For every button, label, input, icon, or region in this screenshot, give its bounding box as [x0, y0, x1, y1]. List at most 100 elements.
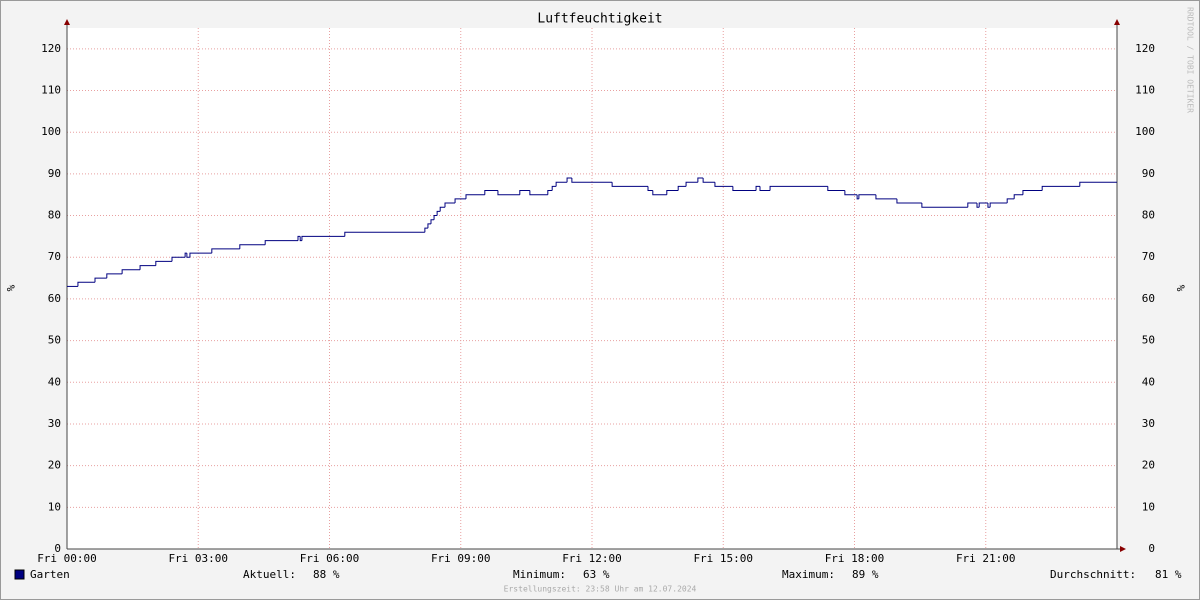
- line-step: [77, 281, 95, 287]
- line-step: [497, 190, 520, 196]
- y2-tick-label: 90: [1142, 167, 1155, 180]
- stat-label: Maximum:: [782, 568, 835, 581]
- y2-tick-label: 50: [1142, 334, 1155, 347]
- stat-value: 88 %: [313, 568, 340, 581]
- line-step: [976, 203, 980, 208]
- legend-swatch: [14, 569, 25, 580]
- line-step: [647, 186, 653, 192]
- line-step: [239, 244, 266, 249]
- x-tick-label: Fri 06:00: [300, 552, 360, 565]
- y2-tick-label: 0: [1148, 542, 1155, 555]
- line-step: [430, 219, 435, 224]
- y2-tick-label: 30: [1142, 417, 1155, 430]
- line-step: [921, 203, 968, 208]
- line-step: [436, 210, 441, 216]
- x-tick-label: Fri 03:00: [168, 552, 228, 565]
- line-step: [427, 223, 431, 229]
- y2-tick-label: 10: [1142, 500, 1155, 513]
- legend-label: Garten: [30, 568, 70, 581]
- line-step: [465, 194, 485, 199]
- x-tick-label: Fri 15:00: [693, 552, 753, 565]
- line-step: [844, 190, 858, 196]
- line-step: [989, 202, 1008, 208]
- line-step: [529, 190, 548, 196]
- line-step: [264, 240, 298, 245]
- x-tick-label: Fri 00:00: [37, 552, 97, 565]
- line-step: [755, 185, 760, 191]
- line-step: [184, 252, 187, 258]
- y-tick-label: 40: [48, 375, 61, 388]
- line-step: [1006, 198, 1015, 204]
- line-step: [189, 252, 212, 258]
- y-tick-label: 90: [48, 167, 61, 180]
- y-tick-label: 110: [41, 84, 61, 97]
- stat-label: Durchschnitt:: [1050, 568, 1136, 581]
- y-tick-label: 80: [48, 209, 61, 222]
- line-step: [1013, 194, 1023, 199]
- line-step: [171, 256, 186, 262]
- y-axis-label: %: [4, 285, 17, 292]
- line-step: [1041, 185, 1080, 191]
- line-step: [106, 273, 123, 279]
- line-step: [155, 260, 172, 266]
- line-step: [685, 181, 698, 187]
- watermark: RRDTOOL / TOBI OETIKER: [1186, 7, 1195, 113]
- line-step: [875, 194, 897, 200]
- y2-tick-label: 40: [1142, 375, 1155, 388]
- line-step: [484, 190, 498, 195]
- line-step: [571, 178, 613, 183]
- y-tick-label: 30: [48, 417, 61, 430]
- y-tick-label: 120: [41, 42, 61, 55]
- chart-title: Luftfeuchtigkeit: [537, 12, 662, 27]
- arrow: [1114, 19, 1120, 25]
- line-step: [211, 248, 240, 254]
- stat-value: 63 %: [583, 568, 610, 581]
- y2-tick-label: 100: [1135, 125, 1155, 138]
- line-step: [677, 185, 687, 191]
- line-step: [702, 178, 715, 183]
- y-tick-label: 0: [54, 542, 61, 555]
- line-step: [551, 185, 557, 191]
- y-tick-label: 60: [48, 292, 61, 305]
- stat-label: Minimum:: [513, 568, 566, 581]
- line-step: [652, 190, 667, 196]
- line-step: [978, 202, 988, 208]
- stat-value: 81 %: [1155, 568, 1182, 581]
- line-step: [714, 182, 733, 187]
- y-tick-label: 70: [48, 250, 61, 263]
- line-step: [732, 186, 757, 192]
- line-step: [566, 177, 572, 183]
- line-step: [827, 186, 845, 192]
- y2-tick-label: 20: [1142, 459, 1155, 472]
- line-step: [1079, 181, 1117, 187]
- line-step: [301, 235, 345, 241]
- y2-tick-label: 70: [1142, 250, 1155, 263]
- line-step: [139, 265, 156, 270]
- stat-value: 89 %: [852, 568, 879, 581]
- line-step: [555, 181, 568, 187]
- line-step: [856, 194, 859, 200]
- line-step: [424, 227, 428, 233]
- y2-tick-label: 60: [1142, 292, 1155, 305]
- line-step: [967, 202, 977, 208]
- line-step: [759, 186, 771, 192]
- line-step: [121, 269, 141, 274]
- line-step: [454, 198, 466, 204]
- line-step: [519, 190, 530, 195]
- line-step: [186, 253, 190, 258]
- stat-label: Aktuell:: [243, 568, 296, 581]
- y-tick-label: 100: [41, 125, 61, 138]
- plot-area: [67, 28, 1117, 549]
- y-tick-label: 50: [48, 334, 61, 347]
- y2-axis-label: %: [1174, 285, 1187, 292]
- y2-tick-label: 120: [1135, 42, 1155, 55]
- x-tick-label: Fri 18:00: [825, 552, 885, 565]
- x-tick-label: Fri 21:00: [956, 552, 1016, 565]
- line-step: [439, 206, 445, 212]
- x-tick-label: Fri 09:00: [431, 552, 491, 565]
- line-step: [94, 277, 107, 283]
- y-tick-label: 20: [48, 459, 61, 472]
- line-step: [547, 190, 553, 195]
- line-step: [297, 235, 301, 241]
